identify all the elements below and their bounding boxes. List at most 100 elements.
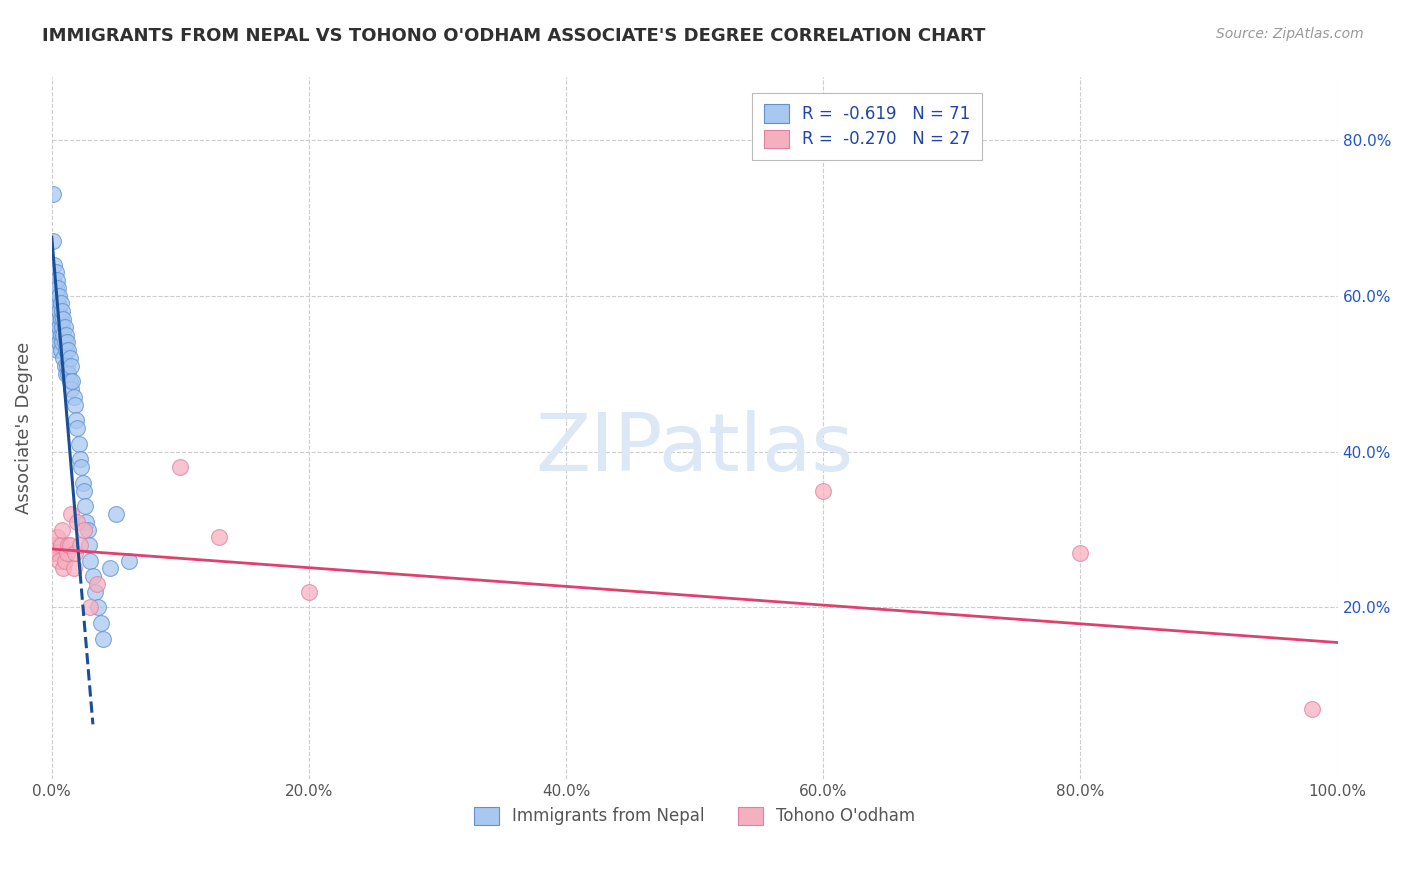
Point	[73, 523, 96, 537]
Point	[48, 319, 70, 334]
Point	[48, 288, 70, 302]
Point	[52, 351, 75, 365]
Point	[42, 187, 65, 202]
Point	[53, 319, 76, 334]
Point	[52, 561, 75, 575]
Point	[45, 538, 67, 552]
Point	[69, 538, 91, 552]
Point	[60, 375, 83, 389]
Point	[77, 538, 100, 552]
Point	[73, 483, 96, 498]
Point	[49, 343, 72, 358]
Point	[55, 327, 77, 342]
Point	[48, 304, 70, 318]
Point	[48, 335, 70, 350]
Point	[59, 351, 82, 365]
Point	[45, 288, 67, 302]
Point	[45, 281, 67, 295]
Point	[79, 554, 101, 568]
Point	[52, 327, 75, 342]
Point	[56, 546, 79, 560]
Point	[69, 452, 91, 467]
Point	[87, 600, 110, 615]
Point	[75, 499, 97, 513]
Point	[49, 296, 72, 310]
Point	[45, 304, 67, 318]
Point	[45, 265, 67, 279]
Y-axis label: Associate's Degree: Associate's Degree	[15, 342, 32, 515]
Point	[98, 561, 121, 575]
Point	[72, 475, 94, 490]
Point	[84, 585, 107, 599]
Text: IMMIGRANTS FROM NEPAL VS TOHONO O'ODHAM ASSOCIATE'S DEGREE CORRELATION CHART: IMMIGRANTS FROM NEPAL VS TOHONO O'ODHAM …	[42, 27, 986, 45]
Point	[63, 398, 86, 412]
Point	[51, 335, 73, 350]
Point	[49, 538, 72, 552]
Point	[44, 296, 66, 310]
Point	[56, 335, 79, 350]
Point	[118, 554, 141, 568]
Point	[42, 234, 65, 248]
Point	[48, 554, 70, 568]
Point	[60, 359, 83, 373]
Point	[66, 515, 89, 529]
Point	[813, 483, 835, 498]
Point	[66, 421, 89, 435]
Point	[51, 304, 73, 318]
Point	[45, 343, 67, 358]
Point	[49, 312, 72, 326]
Point	[58, 538, 80, 552]
Point	[79, 600, 101, 615]
Point	[65, 413, 87, 427]
Point	[45, 296, 67, 310]
Point	[52, 312, 75, 326]
Point	[60, 507, 83, 521]
Point	[44, 258, 66, 272]
Point	[44, 546, 66, 560]
Point	[208, 530, 231, 544]
Text: Source: ZipAtlas.com: Source: ZipAtlas.com	[1216, 27, 1364, 41]
Point	[45, 273, 67, 287]
Point	[91, 632, 114, 646]
Legend: Immigrants from Nepal, Tohono O'odham: Immigrants from Nepal, Tohono O'odham	[465, 798, 924, 834]
Point	[53, 335, 76, 350]
Point	[105, 507, 128, 521]
Point	[76, 523, 98, 537]
Point	[169, 460, 191, 475]
Point	[46, 296, 69, 310]
Point	[53, 359, 76, 373]
Point	[53, 554, 76, 568]
Point	[58, 343, 80, 358]
Point	[1069, 546, 1091, 560]
Point	[1301, 702, 1323, 716]
Point	[46, 281, 69, 295]
Point	[46, 312, 69, 326]
Point	[45, 327, 67, 342]
Point	[45, 530, 67, 544]
Point	[82, 569, 104, 583]
Point	[46, 546, 69, 560]
Point	[58, 367, 80, 381]
Point	[51, 319, 73, 334]
Point	[49, 327, 72, 342]
Point	[55, 343, 77, 358]
Point	[55, 367, 77, 381]
Text: ZIPatlas: ZIPatlas	[536, 410, 853, 488]
Point	[60, 382, 83, 396]
Point	[86, 577, 108, 591]
Point	[46, 327, 69, 342]
Point	[45, 312, 67, 326]
Point	[76, 515, 98, 529]
Point	[56, 359, 79, 373]
Point	[51, 523, 73, 537]
Point	[44, 312, 66, 326]
Point	[42, 273, 65, 287]
Point	[44, 281, 66, 295]
Point	[63, 546, 86, 560]
Point	[90, 615, 112, 630]
Point	[62, 390, 84, 404]
Point	[298, 585, 321, 599]
Point	[70, 460, 93, 475]
Point	[59, 538, 82, 552]
Point	[42, 546, 65, 560]
